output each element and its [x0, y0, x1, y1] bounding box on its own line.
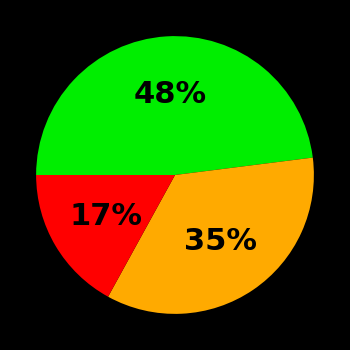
Wedge shape	[36, 36, 313, 175]
Text: 48%: 48%	[133, 80, 206, 109]
Wedge shape	[108, 158, 314, 314]
Text: 17%: 17%	[69, 202, 142, 231]
Wedge shape	[36, 175, 175, 297]
Text: 35%: 35%	[184, 227, 257, 256]
